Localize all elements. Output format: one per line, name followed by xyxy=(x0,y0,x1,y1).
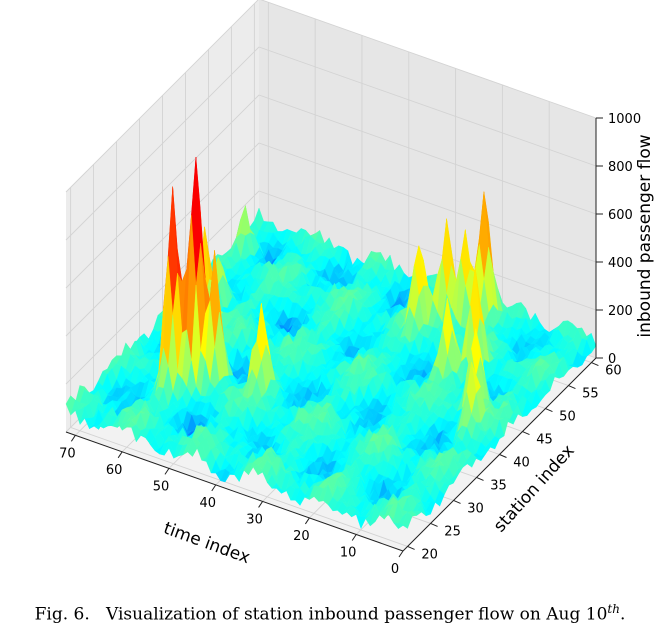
caption-text: Visualization of station inbound passeng… xyxy=(105,604,608,625)
y-tick-label: 20 xyxy=(421,547,438,562)
x-tick-label: 60 xyxy=(106,463,123,478)
z-tick-label: 200 xyxy=(608,304,633,319)
y-tick-label: 35 xyxy=(490,478,507,493)
grid-line-z-back xyxy=(258,94,597,215)
x-tick-label: 0 xyxy=(391,562,399,577)
grid-line-z-left xyxy=(65,142,260,337)
grid-line-z-left xyxy=(65,94,260,289)
y-tick-mark xyxy=(430,522,438,527)
y-tick-label: 55 xyxy=(582,387,599,402)
y-tick-mark xyxy=(499,454,507,458)
x-tick-label: 40 xyxy=(200,496,217,511)
caption-superscript: th xyxy=(607,602,620,616)
y-tick-mark xyxy=(522,431,530,435)
y-tick-mark xyxy=(453,499,461,504)
y-tick-mark xyxy=(591,362,599,367)
z-tick-label: 600 xyxy=(608,208,633,223)
x-tick-mark xyxy=(117,451,123,459)
y-tick-label: 50 xyxy=(559,410,576,425)
figure-caption: Fig. 6. Visualization of station inbound… xyxy=(0,602,660,625)
grid-line-z-left xyxy=(65,46,260,241)
x-tick-mark xyxy=(351,534,357,541)
z-tick-label: 800 xyxy=(608,160,633,175)
axis-ticks: 0102030405060702025303540455055600200400… xyxy=(59,112,641,577)
surface-plot xyxy=(65,157,597,530)
x-tick-mark xyxy=(398,550,404,558)
x-tick-mark xyxy=(211,484,217,492)
grid-line-y xyxy=(70,426,408,547)
y-tick-mark xyxy=(476,477,484,481)
grid-line-z-back xyxy=(258,142,597,263)
y-tick-mark xyxy=(407,545,415,550)
y-tick-label: 45 xyxy=(536,433,553,448)
x-tick-mark xyxy=(304,517,310,525)
y-tick-mark xyxy=(568,385,576,390)
y-tick-label: 60 xyxy=(605,364,622,379)
z-tick-label: 0 xyxy=(608,352,616,367)
y-tick-label: 25 xyxy=(444,524,461,539)
grid-line-z-left xyxy=(65,190,260,385)
y-tick-mark xyxy=(545,408,553,413)
z-tick-label: 1000 xyxy=(608,112,641,127)
grid-line-z-back xyxy=(258,190,597,311)
grid-line-z-left xyxy=(65,0,259,193)
surface-facet xyxy=(398,523,408,529)
x-tick-label: 50 xyxy=(153,479,170,494)
z-axis-title: inbound passenger flow xyxy=(635,134,655,337)
x-axis-title: time index xyxy=(161,518,253,568)
x-tick-mark xyxy=(164,468,170,475)
x-tick-label: 10 xyxy=(340,545,357,560)
x-tick-label: 20 xyxy=(293,529,310,544)
x-tick-label: 70 xyxy=(59,446,76,461)
y-tick-label: 40 xyxy=(513,456,530,471)
caption-prefix: Fig. 6. xyxy=(34,604,90,625)
caption-suffix: . xyxy=(619,604,626,625)
x-tick-mark xyxy=(70,435,76,442)
x-tick-label: 30 xyxy=(246,512,263,527)
grid-line-z-back xyxy=(258,46,597,167)
z-tick-label: 400 xyxy=(608,256,633,271)
y-tick-label: 30 xyxy=(467,501,484,516)
x-tick-mark xyxy=(258,501,263,508)
chart-3d-surface: 0102030405060702025303540455055600200400… xyxy=(59,0,655,577)
grid-line-z-back xyxy=(260,0,597,119)
